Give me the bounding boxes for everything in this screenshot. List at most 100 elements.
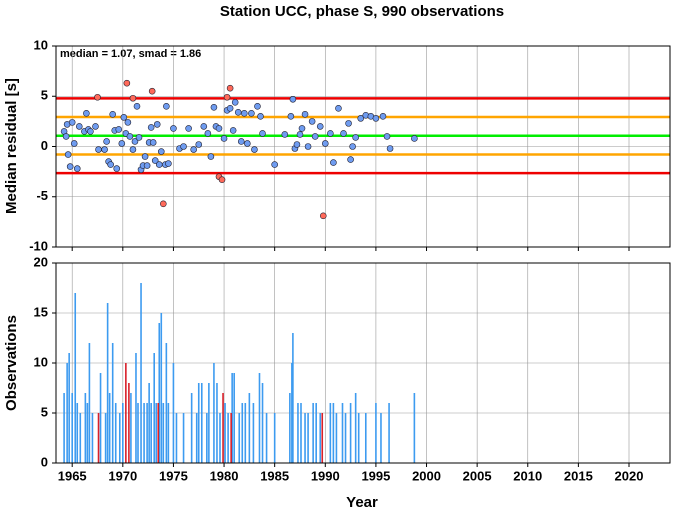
point [64, 151, 72, 158]
bar [76, 403, 79, 463]
bar [190, 393, 193, 463]
bar [231, 373, 233, 463]
bar [261, 383, 264, 463]
y-tick-label: 10 [34, 354, 48, 369]
point [185, 125, 192, 132]
y-axis-label: Observations [3, 315, 20, 411]
point [386, 145, 394, 152]
point [118, 140, 126, 147]
point [301, 111, 309, 118]
point [190, 146, 197, 153]
point [330, 159, 337, 166]
point [335, 105, 342, 112]
bar [162, 403, 165, 463]
bar [335, 413, 338, 463]
point [143, 162, 151, 169]
bar [241, 403, 244, 463]
bar [172, 363, 175, 463]
point [68, 119, 76, 126]
point [229, 127, 237, 134]
point [218, 176, 226, 183]
point [204, 130, 212, 137]
point [129, 94, 137, 102]
bar [222, 393, 224, 463]
point [66, 163, 74, 170]
point [153, 121, 161, 128]
bar [341, 403, 344, 463]
bar [130, 393, 132, 463]
x-tick-label: 2000 [412, 468, 441, 483]
bar [111, 343, 114, 463]
bar [312, 403, 314, 463]
bar [375, 403, 377, 463]
point [124, 119, 132, 126]
bar [349, 403, 352, 463]
point [195, 141, 203, 148]
point [254, 103, 261, 110]
point [94, 93, 101, 101]
bar [300, 403, 302, 463]
point [103, 138, 110, 145]
bar [104, 413, 107, 463]
bar [114, 403, 117, 463]
point [87, 128, 94, 135]
chart-title: Station UCC, phase S, 990 observations [220, 3, 504, 20]
point [75, 123, 83, 130]
plot-frame [55, 45, 671, 248]
point [357, 115, 365, 122]
point [340, 130, 347, 137]
bar [128, 383, 130, 463]
x-axis-label: Year [346, 494, 378, 511]
point [316, 123, 324, 130]
point [347, 156, 354, 163]
bar [66, 363, 68, 463]
point [319, 212, 327, 220]
bar [304, 413, 306, 463]
bar [289, 393, 291, 463]
point [157, 148, 165, 155]
y-tick-label: 0 [41, 138, 48, 153]
bar [291, 363, 293, 463]
bar [153, 353, 155, 463]
x-tick-label: 1965 [58, 468, 87, 483]
bar [319, 413, 322, 463]
point [210, 104, 218, 111]
annotation: median = 1.07, smad = 1.86 [60, 48, 201, 60]
bar [160, 313, 163, 463]
point [327, 130, 334, 137]
point [160, 200, 167, 208]
point [141, 153, 149, 160]
y-tick-label: -5 [36, 188, 48, 203]
bar [91, 413, 94, 463]
bar [197, 383, 200, 463]
y-tick-label: 5 [41, 404, 48, 419]
point [62, 133, 70, 140]
point [115, 126, 123, 133]
bar [200, 383, 203, 463]
point [148, 87, 156, 95]
point [149, 139, 157, 146]
point [383, 133, 391, 140]
point [237, 138, 245, 145]
plot-frame [55, 262, 671, 464]
point [248, 110, 255, 117]
point [101, 146, 108, 153]
point [92, 123, 99, 130]
point [241, 110, 248, 117]
point [345, 120, 352, 127]
point [281, 131, 289, 138]
bar [143, 403, 145, 463]
bar [380, 413, 382, 463]
bar [108, 393, 111, 463]
point [271, 161, 278, 168]
point [165, 160, 172, 167]
x-tick-label: 1970 [108, 468, 137, 483]
point [251, 146, 258, 153]
y-tick-label: 15 [34, 304, 48, 319]
bar [74, 293, 77, 463]
point [308, 118, 316, 125]
bar [158, 323, 161, 463]
bar [86, 403, 89, 463]
bar [84, 393, 87, 463]
bar [150, 403, 152, 463]
